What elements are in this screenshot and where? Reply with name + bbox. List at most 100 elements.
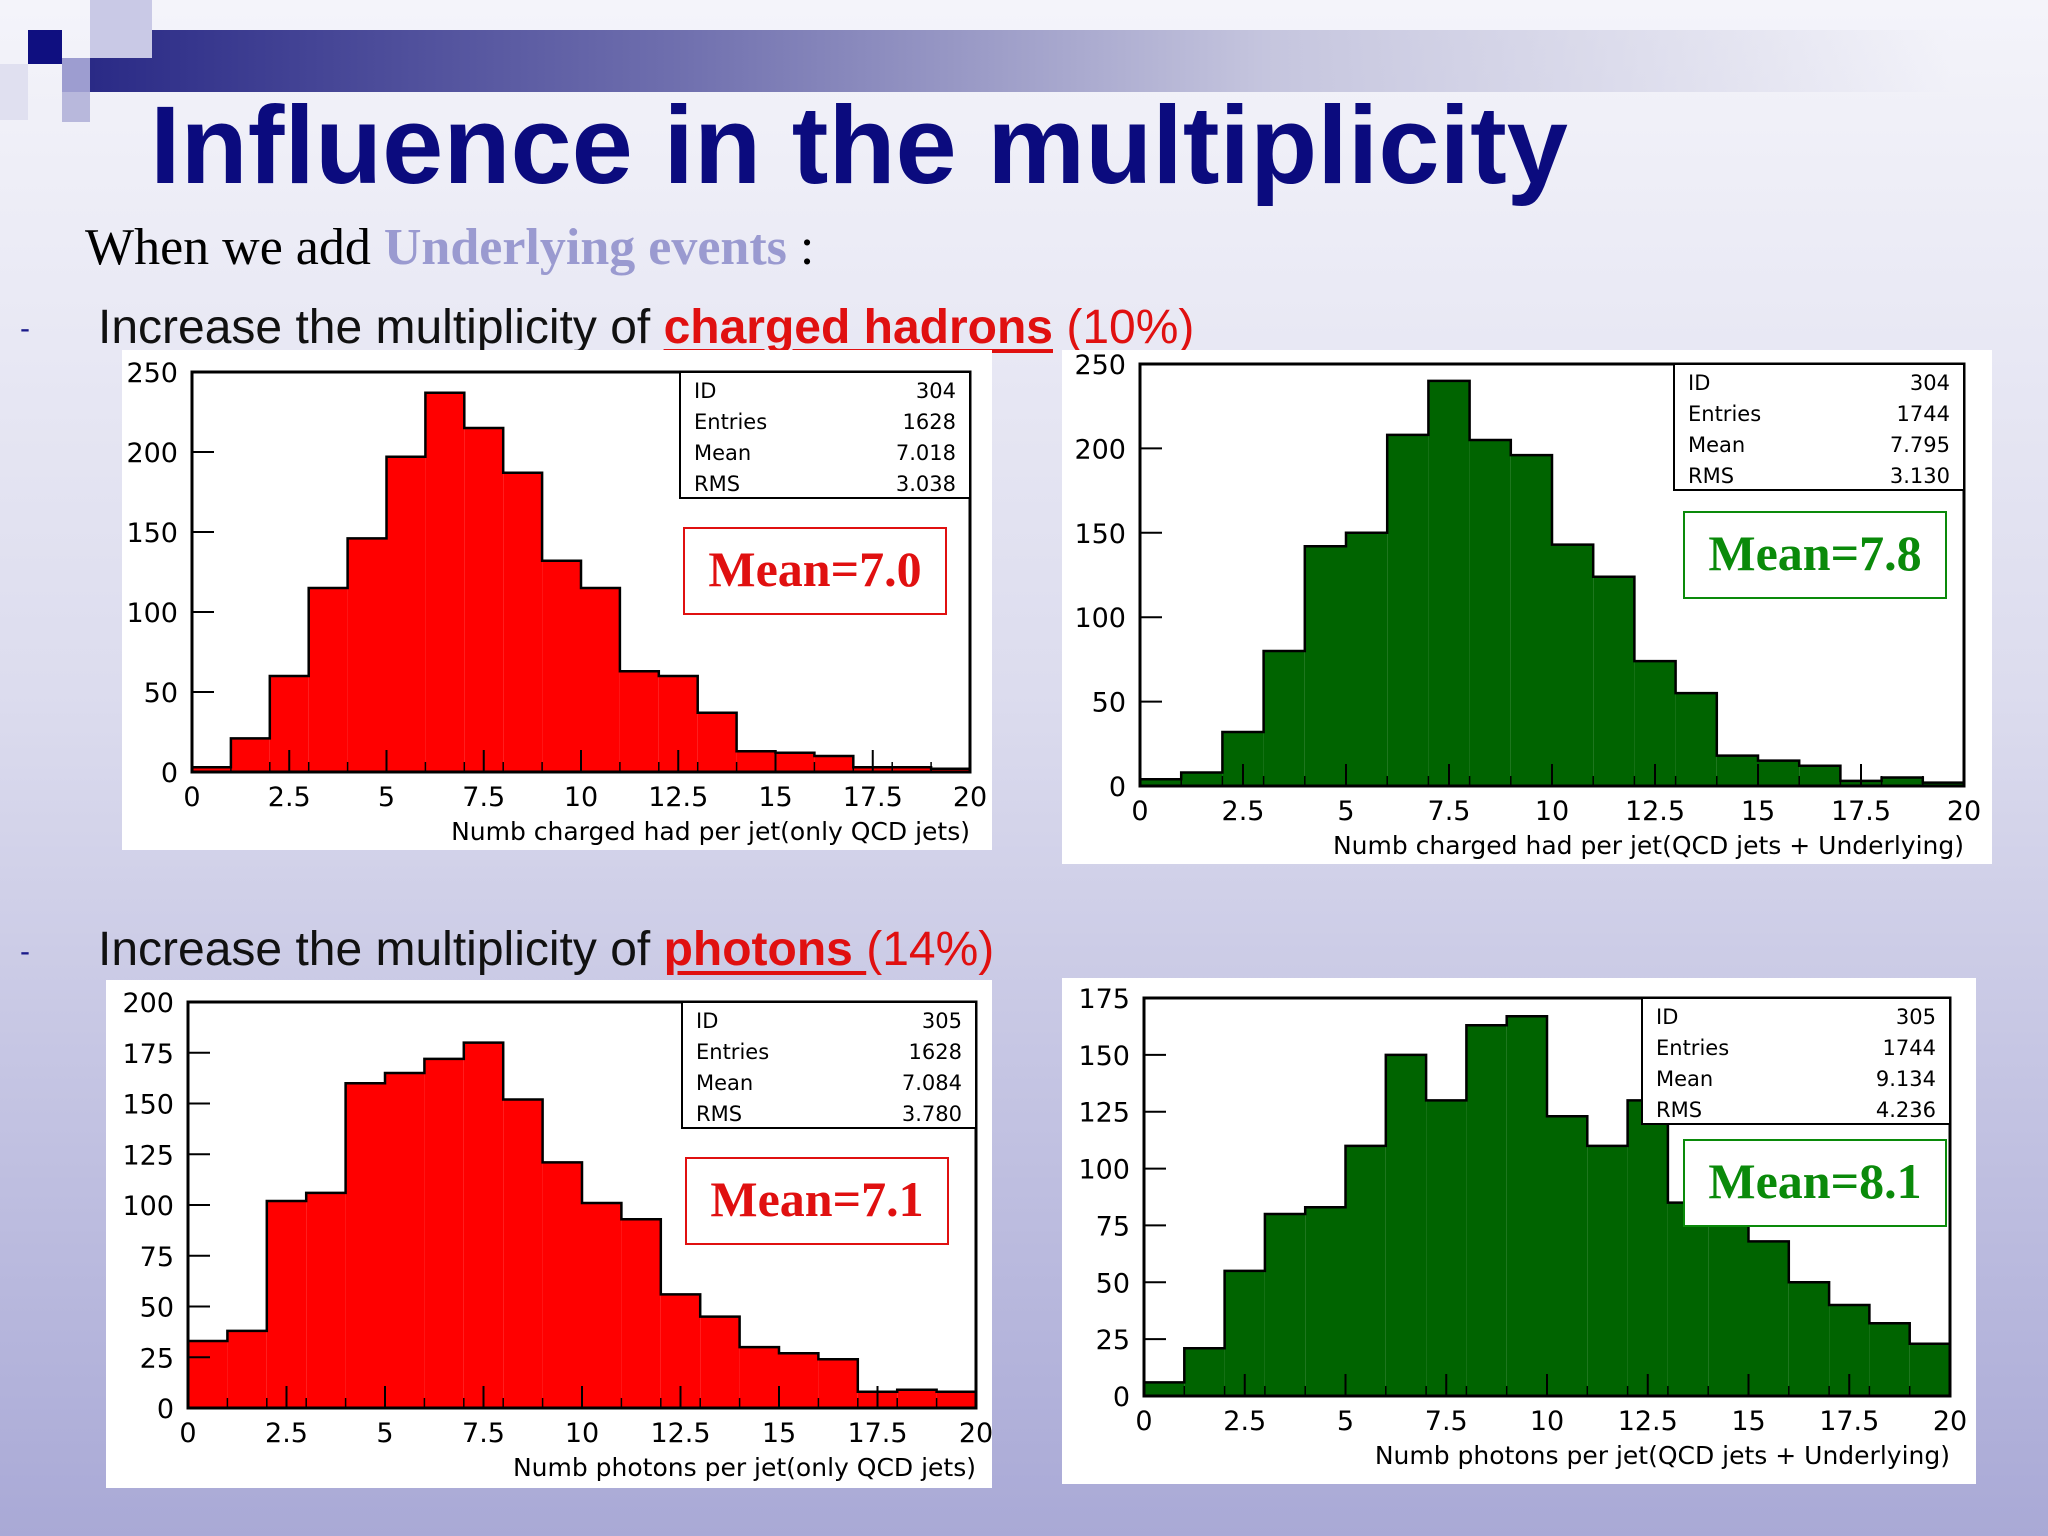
histogram-panel-3: 0 2.5 5 7.5 10 12.5 15 17.5 20 0 25 50 75 100 125 150 17…	[106, 980, 992, 1488]
histogram-bin-1	[1181, 772, 1223, 786]
histogram-bin-0	[192, 767, 231, 772]
histogram-charged-qcd: 0 2.5 5 7.5 10 12.5 15 17.5 20050100150200250Num…	[126, 358, 987, 846]
mean-annotation-text: Mean=8.1	[1708, 1153, 1921, 1209]
y-tick-label: 200	[126, 438, 178, 469]
stats-box	[679, 371, 971, 499]
x-axis-label: Numb charged had per jet(only QCD jets)	[451, 817, 970, 846]
stats-key: Mean	[1656, 1067, 1713, 1091]
y-tick-label: 250	[1074, 350, 1126, 381]
y-tick-label: 150	[1078, 1041, 1130, 1072]
histogram-bin-13	[700, 1316, 740, 1408]
histogram-bin-16	[1799, 765, 1841, 786]
y-tick-label: 75	[1096, 1211, 1130, 1242]
histogram-bin-15	[775, 752, 815, 772]
stats-value: 304	[916, 379, 956, 403]
x-tick-label: 20	[953, 782, 987, 813]
y-tick-label: 0	[157, 1394, 174, 1425]
stats-key: ID	[696, 1009, 718, 1033]
histogram-bin-2	[266, 1200, 307, 1408]
histogram-bin-9	[1506, 1016, 1547, 1396]
header-gradient-bar	[90, 30, 2048, 92]
histogram-bin-3	[1263, 650, 1305, 786]
histogram-bin-5	[1345, 1145, 1386, 1396]
histogram-bin-11	[1593, 576, 1635, 786]
deco-square	[90, 0, 152, 58]
stats-key: RMS	[696, 1102, 742, 1126]
stats-key: RMS	[1656, 1098, 1702, 1122]
histogram-bin-4	[1304, 546, 1346, 786]
histogram-bin-18	[897, 1389, 937, 1408]
histogram-bin-16	[1788, 1282, 1830, 1396]
stats-key: ID	[1656, 1005, 1678, 1029]
x-tick-label: 17.5	[843, 782, 903, 813]
mean-annotation-box	[685, 1157, 949, 1245]
stats-box	[1641, 997, 1951, 1125]
bullet-percent: (10%)	[1053, 301, 1195, 354]
mean-annotation-box	[1683, 511, 1947, 599]
x-tick-label: 0	[1131, 796, 1148, 827]
histogram-bin-7	[1426, 1100, 1467, 1396]
histogram-bin-1	[230, 738, 270, 772]
mean-annotation-box	[1683, 1139, 1947, 1227]
histogram-panel-1: 0 2.5 5 7.5 10 12.5 15 17.5 20 0 50 100 150 200 250 Num…	[122, 350, 992, 850]
stats-value: 7.018	[896, 441, 956, 465]
bullet-charged-hadrons: Increase the multiplicity of charged had…	[98, 300, 1194, 355]
histogram-bin-15	[1758, 760, 1800, 786]
histogram-bin-10	[1547, 1116, 1588, 1396]
stats-value: 305	[922, 1009, 962, 1033]
histogram-bin-18	[1869, 1323, 1910, 1396]
histogram-bin-7	[1428, 380, 1470, 786]
bullet-prefix: Increase the multiplicity of	[98, 923, 664, 976]
histogram-bin-19	[1909, 1343, 1950, 1396]
y-tick-label: 25	[1096, 1325, 1130, 1356]
y-tick-label: 150	[126, 518, 178, 549]
x-tick-label: 0	[183, 782, 200, 813]
histogram-bin-10	[581, 588, 620, 772]
stats-key: Entries	[1688, 402, 1761, 426]
y-tick-label: 125	[1078, 1098, 1130, 1129]
stats-key: ID	[1688, 371, 1710, 395]
histogram-bin-15	[1748, 1241, 1789, 1396]
x-tick-label: 15	[758, 782, 792, 813]
deco-square	[0, 64, 28, 120]
x-tick-label: 17.5	[847, 1418, 907, 1449]
histogram-bin-9	[542, 1162, 582, 1408]
stats-value: 3.780	[902, 1102, 962, 1126]
x-tick-label: 10	[1530, 1406, 1564, 1437]
stats-box	[681, 1001, 977, 1129]
y-tick-label: 50	[1092, 688, 1126, 719]
histogram-bin-6	[424, 1058, 464, 1408]
stats-key: RMS	[694, 472, 740, 496]
histogram-bin-11	[619, 671, 659, 772]
histogram-bin-7	[464, 428, 504, 772]
histogram-bin-10	[582, 1202, 622, 1408]
histogram-outline	[186, 1041, 978, 1408]
x-tick-label: 10	[565, 1418, 599, 1449]
bullet-marker: -	[20, 935, 30, 968]
histogram-bin-14	[736, 751, 776, 772]
stats-key: Entries	[1656, 1036, 1729, 1060]
x-tick-label: 2.5	[268, 782, 311, 813]
x-tick-label: 0	[179, 1418, 196, 1449]
histogram-bin-4	[345, 1083, 385, 1408]
subtitle-highlight: Underlying events	[383, 219, 787, 276]
histogram-bin-18	[1881, 777, 1923, 786]
stats-value: 1744	[1897, 402, 1950, 426]
histogram-outline	[190, 391, 972, 772]
histogram-bin-11	[621, 1219, 661, 1408]
y-tick-label: 100	[1078, 1155, 1130, 1186]
x-tick-label: 12.5	[1625, 796, 1685, 827]
bullet-photons: Increase the multiplicity of photons (14…	[98, 922, 994, 977]
histogram-photons-underlying: 0 2.5 5 7.5 10 12.5 15 17.5 20 0 25 50 75 100 125 150 17…	[1078, 984, 1967, 1470]
histogram-outline	[1138, 379, 1966, 786]
stats-value: 9.134	[1876, 1067, 1936, 1091]
x-tick-label: 2.5	[1222, 796, 1265, 827]
bullet-prefix: Increase the multiplicity of	[98, 301, 664, 354]
slide-title: Influence in the multiplicity	[150, 84, 1568, 207]
histogram-panel-2: 0 2.5 5 7.5 10 12.5 15 17.5 20 0 50 100 150 200 250 Num…	[1062, 350, 1992, 864]
bullet-highlight: charged hadrons	[663, 301, 1053, 354]
histogram-bin-9	[542, 560, 581, 772]
histogram-bin-4	[1305, 1207, 1346, 1396]
histogram-charged-underlying: 0 2.5 5 7.5 10 12.5 15 17.5 20050100150200250Num…	[1074, 350, 1981, 860]
deco-square	[62, 92, 90, 122]
